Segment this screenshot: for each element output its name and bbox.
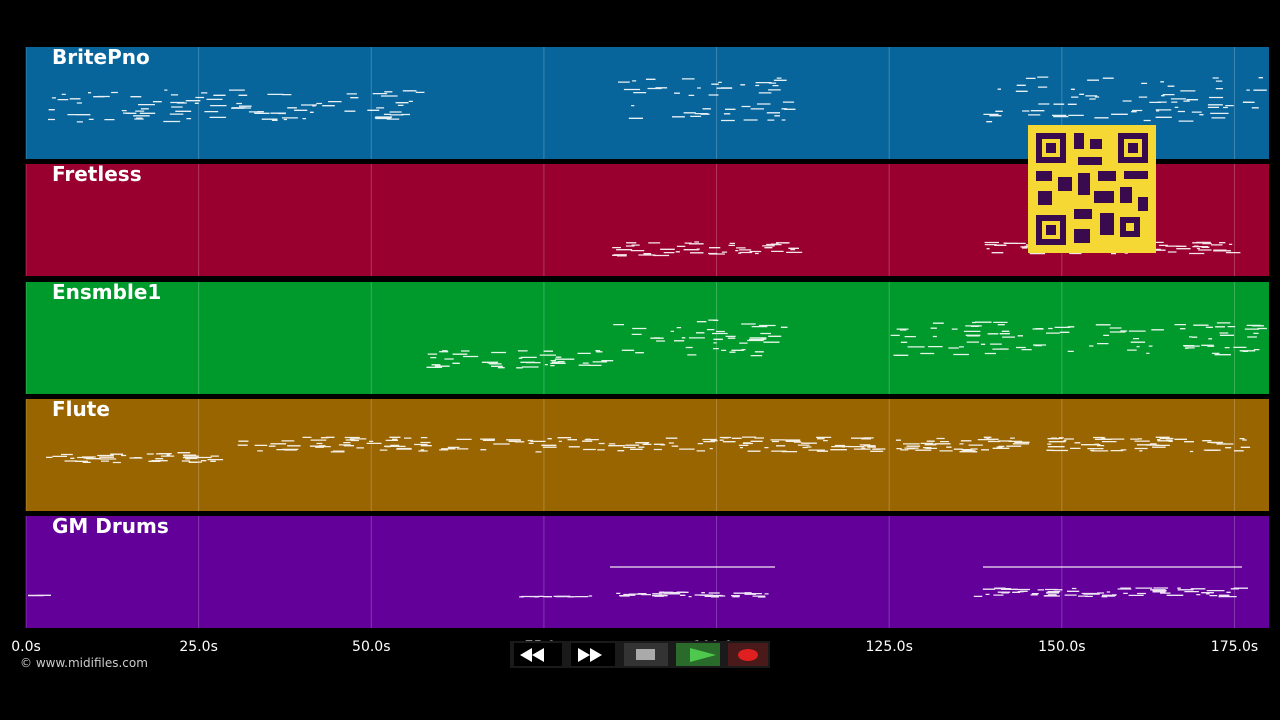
tick-label: 125.0s xyxy=(866,639,913,655)
notes xyxy=(28,566,1248,598)
credit: © www.midifiles.com xyxy=(20,656,148,670)
stop-button[interactable] xyxy=(624,643,668,666)
track: Ensmble1 xyxy=(25,280,1269,394)
tick-label: 150.0s xyxy=(1038,639,1085,655)
qr-code xyxy=(1028,125,1156,253)
play-button[interactable] xyxy=(676,643,720,666)
track: GM Drums xyxy=(25,514,1269,628)
track-name: Ensmble1 xyxy=(52,280,161,304)
tick-label: 175.0s xyxy=(1211,639,1258,655)
tick-label: 50.0s xyxy=(352,639,390,655)
transport-controls xyxy=(510,641,770,668)
tracks: BritePno Fretless Ensmble1 Flute GM Drums xyxy=(25,45,1269,628)
track-name: Flute xyxy=(52,397,110,421)
record-button[interactable] xyxy=(728,643,768,666)
track-lane xyxy=(26,399,1269,511)
track-name: GM Drums xyxy=(52,514,169,538)
rewind-button[interactable] xyxy=(514,643,562,666)
track-name: BritePno xyxy=(52,45,150,69)
track-name: Fretless xyxy=(52,162,142,186)
notes xyxy=(48,76,1267,123)
notes xyxy=(426,319,1267,369)
track-lane xyxy=(26,516,1269,628)
track: Flute xyxy=(25,397,1269,511)
fast-forward-button[interactable] xyxy=(571,643,615,666)
notes xyxy=(46,436,1251,464)
tick-label: 25.0s xyxy=(179,639,217,655)
track-lane xyxy=(26,282,1269,394)
tick-label: 0.0s xyxy=(11,639,41,655)
